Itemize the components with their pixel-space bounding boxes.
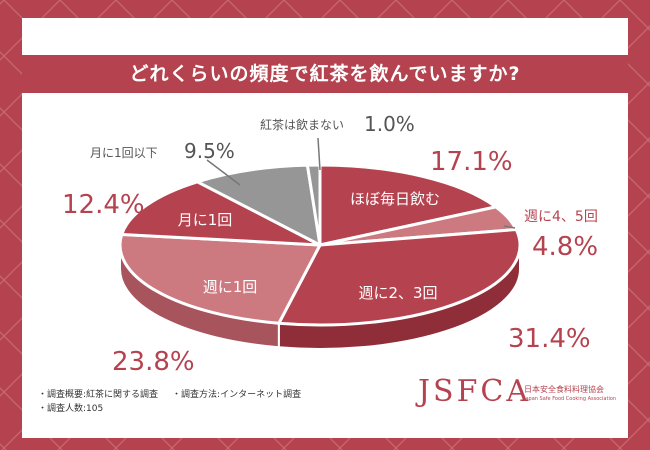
outer-label-1: 週に4、5回 — [524, 209, 598, 225]
survey-method: ・調査方法:インターネット調査 — [172, 390, 302, 400]
pie-slice-0 — [318, 163, 498, 247]
outer-label-5: 月に1回以下 — [90, 146, 158, 160]
leader-line-2 — [503, 225, 516, 229]
jsfca-logo: JSFCA 日本安全食料料理協会 Japan Safe Food Cooking… — [418, 374, 618, 414]
percent-label-1: 4.8% — [532, 232, 598, 262]
slice-label-3: 週に1回 — [203, 278, 258, 296]
outer-label-6: 紅茶は飲まない — [260, 117, 344, 132]
pie-slice-4 — [120, 180, 322, 247]
leader-line-1 — [317, 137, 321, 171]
percent-label-0: 17.1% — [430, 147, 513, 177]
slice-label-2: 週に2、3回 — [358, 284, 437, 302]
chart-title: どれくらいの頻度で紅茶を飲んでいますか? — [22, 55, 628, 93]
slice-label-0: ほぼ毎日飲む — [350, 190, 440, 208]
pie-slice-3 — [118, 232, 322, 325]
percent-label-3: 23.8% — [112, 347, 195, 377]
survey-overview: ・調査概要:紅茶に関する調査 — [38, 390, 159, 400]
logo-text: JSFCA — [418, 374, 532, 409]
percent-label-2: 31.4% — [508, 324, 591, 354]
percent-label-4: 12.4% — [62, 190, 145, 220]
pie-slice-2 — [277, 228, 522, 327]
logo-japanese-name: 日本安全食料料理協会 — [524, 385, 604, 394]
survey-footer: ・調査概要:紅茶に関する調査 ・調査方法:インターネット調査 ・調査人数:105 — [38, 388, 315, 416]
percent-label-5: 9.5% — [184, 139, 235, 163]
leader-line-0 — [206, 159, 241, 186]
slice-label-4: 月に1回 — [178, 211, 233, 229]
survey-count: ・調査人数:105 — [38, 404, 104, 414]
logo-english-name: Japan Safe Food Cooking Association — [524, 396, 617, 402]
percent-label-6: 1.0% — [364, 112, 415, 136]
pie-slice-5 — [195, 163, 322, 247]
